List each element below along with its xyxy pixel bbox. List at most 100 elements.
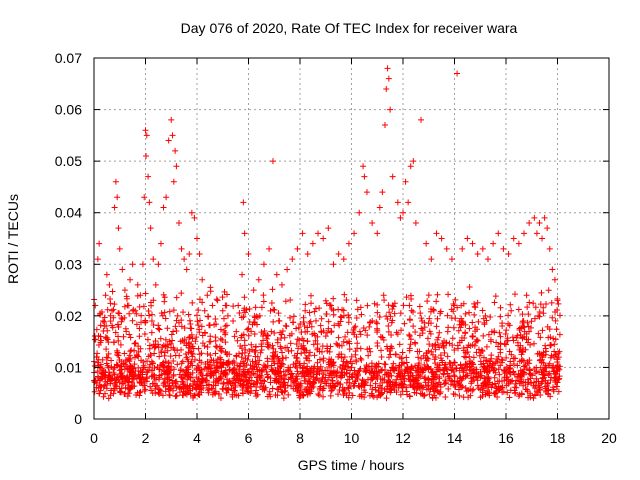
roti-point bbox=[221, 370, 228, 377]
roti-point bbox=[408, 307, 415, 314]
roti-point bbox=[248, 328, 255, 335]
roti-point bbox=[91, 333, 98, 340]
roti-point bbox=[496, 371, 503, 378]
y-tick-label: 0.03 bbox=[55, 256, 82, 272]
roti-point bbox=[388, 345, 395, 352]
roti-point bbox=[385, 75, 392, 82]
roti-point bbox=[246, 306, 253, 313]
roti-point bbox=[488, 364, 495, 371]
roti-point bbox=[240, 363, 247, 370]
roti-point bbox=[384, 388, 391, 395]
roti-point bbox=[404, 368, 411, 375]
roti-point bbox=[135, 364, 142, 371]
roti-point bbox=[343, 297, 350, 304]
roti-point bbox=[133, 351, 140, 358]
roti-point bbox=[539, 352, 546, 359]
roti-point bbox=[91, 388, 98, 395]
roti-point bbox=[108, 387, 115, 394]
roti-point bbox=[299, 230, 306, 237]
roti-point bbox=[241, 294, 248, 301]
roti-point bbox=[513, 334, 520, 341]
roti-point bbox=[273, 271, 280, 278]
roti-point bbox=[235, 302, 242, 309]
roti-point bbox=[374, 329, 381, 336]
roti-point bbox=[391, 310, 398, 317]
roti-point bbox=[376, 382, 383, 389]
roti-point bbox=[175, 220, 182, 227]
roti-point bbox=[183, 266, 190, 273]
roti-point bbox=[390, 360, 397, 367]
roti-point bbox=[406, 393, 413, 400]
roti-point bbox=[236, 378, 243, 385]
roti-point bbox=[483, 343, 490, 350]
roti-point bbox=[434, 336, 441, 343]
roti-point bbox=[311, 352, 318, 359]
roti-point bbox=[499, 384, 506, 391]
roti-point bbox=[275, 310, 282, 317]
roti-point bbox=[537, 391, 544, 398]
roti-point bbox=[258, 341, 265, 348]
roti-point bbox=[515, 240, 522, 247]
roti-point bbox=[495, 366, 502, 373]
roti-point bbox=[526, 370, 533, 377]
roti-point bbox=[379, 334, 386, 341]
roti-point bbox=[516, 325, 523, 332]
roti-point bbox=[306, 376, 313, 383]
roti-point bbox=[223, 322, 230, 329]
roti-point bbox=[191, 356, 198, 363]
roti-point bbox=[421, 324, 428, 331]
roti-point bbox=[207, 284, 214, 291]
roti-point bbox=[107, 300, 114, 307]
roti-point bbox=[317, 383, 324, 390]
roti-point bbox=[101, 314, 108, 321]
roti-point bbox=[197, 317, 204, 324]
roti-point bbox=[282, 322, 289, 329]
y-tick-label: 0 bbox=[74, 411, 82, 427]
roti-point bbox=[170, 366, 177, 373]
roti-point bbox=[121, 378, 128, 385]
roti-point bbox=[470, 367, 477, 374]
roti-point bbox=[189, 353, 196, 360]
roti-point bbox=[466, 283, 473, 290]
roti-point bbox=[124, 357, 131, 364]
roti-point bbox=[418, 315, 425, 322]
roti-point bbox=[259, 368, 266, 375]
roti-point bbox=[481, 319, 488, 326]
roti-point bbox=[497, 341, 504, 348]
roti-point bbox=[189, 299, 196, 306]
roti-point bbox=[265, 344, 272, 351]
roti-point bbox=[103, 271, 110, 278]
roti-point bbox=[129, 365, 136, 372]
roti-point bbox=[109, 324, 116, 331]
roti-point bbox=[109, 375, 116, 382]
roti-point bbox=[140, 359, 147, 366]
roti-point bbox=[336, 342, 343, 349]
roti-point bbox=[521, 230, 528, 237]
roti-point bbox=[521, 369, 528, 376]
roti-point bbox=[172, 147, 179, 154]
roti-point bbox=[97, 322, 104, 329]
roti-point bbox=[328, 329, 335, 336]
roti-point bbox=[457, 382, 464, 389]
roti-point bbox=[511, 387, 518, 394]
roti-point bbox=[343, 370, 350, 377]
roti-point bbox=[364, 376, 371, 383]
roti-point bbox=[339, 365, 346, 372]
roti-point bbox=[271, 329, 278, 336]
roti-point bbox=[194, 362, 201, 369]
roti-point bbox=[121, 366, 128, 373]
roti-point bbox=[199, 332, 206, 339]
roti-point bbox=[210, 357, 217, 364]
roti-point bbox=[218, 368, 225, 375]
roti-point bbox=[104, 336, 111, 343]
roti-point bbox=[450, 324, 457, 331]
roti-point bbox=[222, 323, 229, 330]
roti-point bbox=[196, 296, 203, 303]
roti-point bbox=[493, 339, 500, 346]
roti-point bbox=[304, 250, 311, 257]
x-tick-label: 2 bbox=[142, 430, 150, 446]
roti-point bbox=[533, 375, 540, 382]
roti-point bbox=[112, 178, 119, 185]
roti-point bbox=[165, 137, 172, 144]
roti-point bbox=[126, 310, 133, 317]
